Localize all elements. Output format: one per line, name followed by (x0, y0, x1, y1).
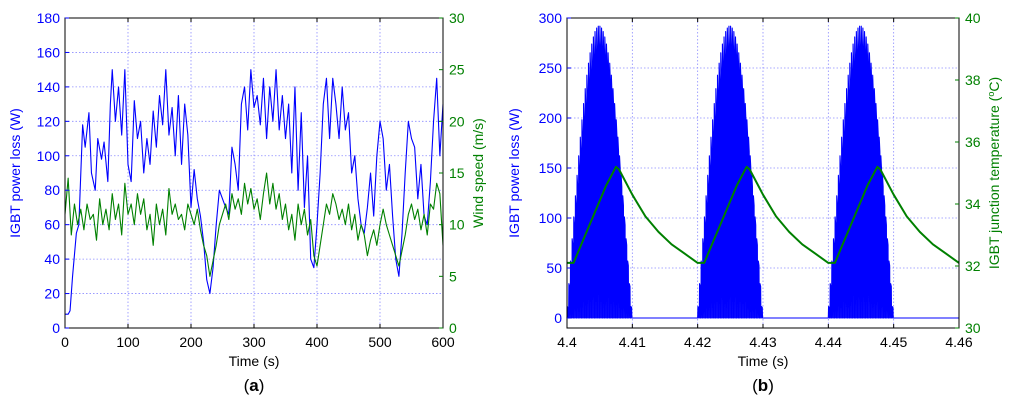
panel-letter-b: b (758, 376, 768, 395)
x-tick-label: 4.4 (557, 334, 577, 350)
x-tick-label: 400 (305, 334, 329, 350)
right-y-tick-label: 34 (965, 196, 981, 212)
x-tick-label: 200 (179, 334, 203, 350)
right-y-tick-label: 5 (449, 268, 457, 284)
x-tick-label: 4.46 (945, 334, 972, 350)
grid-lines (65, 18, 443, 328)
left-y-tick-label: 100 (37, 148, 61, 164)
right-y-tick-label: 30 (449, 10, 465, 26)
left-y-tick-label: 250 (539, 60, 563, 76)
left-y-tick-label: 180 (37, 10, 61, 26)
right-y-tick-label: 30 (965, 320, 981, 336)
x-tick-label: 300 (242, 334, 266, 350)
chart-panel-b: 4.4 4.41 4.42 4.43 4.44 4.45 4.46 0 50 100 150 200… (506, 10, 1002, 395)
left-y-tick-label: 120 (37, 113, 61, 129)
series-layer (64, 69, 444, 315)
right-y-tick-label: 0 (449, 320, 457, 336)
chart-panel-a: 0 100 200 300 400 500 600 02040608010012014016… (7, 10, 486, 395)
x-tick-label: 4.42 (684, 334, 711, 350)
right-y-tick-label: 10 (449, 217, 465, 233)
x-tick-label: 100 (116, 334, 140, 350)
left-y-tick-label: 20 (44, 286, 60, 302)
right-y-tick-label: 32 (965, 258, 981, 274)
right-y-axis-label-degree: o (986, 92, 996, 97)
x-axis-label: Time (s) (738, 353, 789, 369)
left-y-tick-label: 60 (44, 217, 60, 233)
left-y-tick-label: 150 (539, 160, 563, 176)
series-layer (566, 25, 960, 319)
left-y-axis-label: IGBT power loss (W) (506, 108, 522, 238)
left-y-tick-label: 80 (44, 182, 60, 198)
right-y-tick-label: 40 (965, 10, 981, 26)
left-y-tick-label: 40 (44, 251, 60, 267)
x-axis-ticks: 0 100 200 300 400 500 600 (61, 18, 455, 350)
right-y-tick-label: 38 (965, 72, 981, 88)
x-tick-label: 600 (431, 334, 455, 350)
left-y-tick-label: 140 (37, 79, 61, 95)
left-y-tick-label: 0 (554, 310, 562, 326)
series-line-power-loss (65, 69, 444, 315)
right-y-axis-ticks: 0 5 10 15 20 25 30 (439, 10, 465, 336)
series-line-power-loss-pulses (566, 25, 959, 319)
left-y-tick-label: 50 (546, 260, 562, 276)
left-y-tick-label: 200 (539, 110, 563, 126)
right-y-axis-label-suffix: C) (986, 77, 1002, 92)
right-y-tick-label: 20 (449, 113, 465, 129)
x-tick-label: 4.45 (880, 334, 907, 350)
left-y-tick-label: 300 (539, 10, 563, 26)
left-y-axis-ticks: 0 50 100 150 200 250 300 (539, 10, 571, 326)
right-y-tick-label: 15 (449, 165, 465, 181)
left-y-tick-label: 100 (539, 210, 563, 226)
x-tick-label: 4.44 (815, 334, 842, 350)
series-line-junction-temperature (567, 165, 960, 264)
right-y-axis-ticks: 30 32 34 36 38 40 (955, 10, 981, 336)
series-line-wind-speed (64, 172, 444, 277)
panel-label-a: (a) (244, 376, 265, 395)
right-y-axis-label-prefix: IGBT junction temperature ( (986, 96, 1002, 269)
x-tick-label: 4.41 (619, 334, 646, 350)
x-axis-ticks: 4.4 4.41 4.42 4.43 4.44 4.45 4.46 (557, 18, 973, 350)
grid-lines (567, 18, 959, 328)
left-y-tick-label: 0 (52, 320, 60, 336)
right-y-tick-label: 25 (449, 62, 465, 78)
left-y-tick-label: 160 (37, 44, 61, 60)
panel-letter-a: a (249, 376, 259, 395)
right-y-tick-label: 36 (965, 134, 981, 150)
right-y-axis-label: IGBT junction temperature (oC) (986, 77, 1002, 269)
x-axis-label: Time (s) (229, 353, 280, 369)
left-y-axis-ticks: 0 20 40 60 80 100 120 140 160 180 (37, 10, 69, 336)
x-tick-label: 4.43 (749, 334, 776, 350)
right-y-axis-label: Wind speed (m/s) (470, 118, 486, 228)
x-tick-label: 0 (61, 334, 69, 350)
panel-label-b: (b) (752, 376, 774, 395)
x-tick-label: 500 (368, 334, 392, 350)
left-y-axis-label: IGBT power loss (W) (7, 108, 23, 238)
